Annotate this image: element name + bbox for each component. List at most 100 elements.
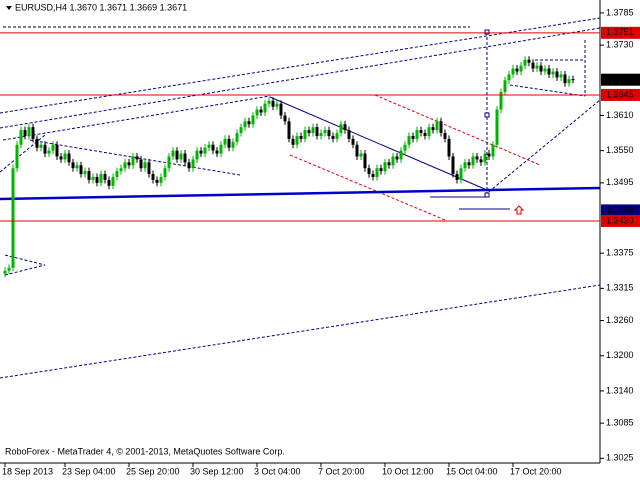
candle-body	[323, 130, 327, 134]
candle-body	[291, 138, 295, 145]
candle-body	[359, 153, 363, 157]
level-label: 1.3430	[606, 215, 634, 225]
x-tick-label: 10 Oct 12:00	[382, 466, 434, 476]
y-tick-label: 1.3375	[606, 248, 634, 258]
candle-body	[335, 133, 339, 139]
candle-body	[379, 168, 383, 172]
y-tick-label: 1.3140	[606, 385, 634, 395]
candle-body	[447, 138, 451, 157]
candle-body	[339, 124, 343, 134]
candle-body	[71, 162, 75, 169]
candle-body	[463, 162, 467, 169]
candle-body	[247, 121, 251, 125]
candle-body	[371, 174, 375, 177]
candle-body	[419, 130, 423, 134]
candle-body	[111, 176, 115, 186]
candle-body	[59, 156, 63, 160]
candle-body	[115, 171, 119, 177]
candle-body	[547, 68, 551, 75]
menu-triangle	[6, 6, 12, 10]
candle-body	[571, 79, 575, 81]
candle-body	[35, 138, 39, 148]
analysis-lines	[0, 17, 601, 379]
candle-body	[131, 156, 135, 166]
candle-body	[191, 159, 195, 169]
candle-body	[91, 176, 95, 180]
candle-body	[79, 165, 83, 175]
target-marker	[484, 112, 490, 118]
candle-body	[295, 135, 299, 145]
candle-body	[311, 127, 315, 134]
candle-body	[543, 68, 547, 72]
candle-body	[479, 159, 483, 163]
candle-body	[367, 168, 371, 175]
candle-body	[531, 62, 535, 69]
candle-body	[127, 162, 131, 166]
candle-body	[519, 65, 523, 72]
y-tick-label: 1.3610	[606, 110, 634, 120]
candle-body	[43, 144, 47, 154]
level-label: 1.3671	[606, 74, 634, 84]
candle-body	[151, 174, 155, 180]
y-tick-label: 1.3495	[606, 177, 634, 187]
candle-body	[415, 130, 419, 139]
candle-body	[431, 127, 435, 131]
candle-body	[39, 144, 43, 148]
target-marker	[484, 192, 490, 198]
candle-body	[207, 144, 211, 148]
candle-body	[331, 135, 335, 139]
candle-body	[135, 156, 139, 160]
trend-line	[29, 139, 241, 176]
candle-body	[187, 162, 191, 169]
candle-body	[63, 153, 67, 160]
x-tick-label: 3 Oct 04:00	[254, 466, 301, 476]
candle-body	[563, 74, 567, 84]
candle-body	[443, 133, 447, 139]
candle-body	[243, 121, 247, 128]
candle-body	[435, 121, 439, 131]
candle-body	[515, 68, 519, 72]
trend-line	[2, 95, 271, 141]
level-box	[601, 88, 640, 101]
candle-body	[255, 109, 259, 116]
trend-line	[4, 254, 46, 266]
level-box	[601, 214, 640, 227]
candle-body	[251, 115, 255, 125]
y-tick-label: 1.3730	[606, 40, 634, 50]
candle-body	[567, 79, 571, 84]
candle-body	[475, 156, 479, 160]
candle-body	[395, 156, 399, 160]
candle-body	[383, 162, 387, 172]
x-tick-label: 25 Sep 20:00	[126, 466, 180, 476]
candle-body	[239, 127, 243, 134]
y-tick-label: 1.3785	[606, 7, 634, 17]
y-tick-label: 1.3260	[606, 315, 634, 325]
candle-body	[195, 150, 199, 160]
candle-body	[403, 144, 407, 151]
arrow-icon	[513, 205, 525, 215]
level-box	[601, 73, 640, 86]
candle-body	[143, 162, 147, 169]
footer: RoboForex - MetaTrader 4, © 2001-2013, M…	[5, 446, 285, 456]
candle-body	[507, 74, 511, 81]
candle-body	[347, 130, 351, 139]
candle-body	[235, 133, 239, 142]
candle-body	[459, 168, 463, 180]
x-tick-label: 30 Sep 12:00	[190, 466, 244, 476]
support-line	[0, 186, 601, 201]
trend-line	[509, 84, 586, 97]
candle-body	[19, 130, 23, 145]
candle-body	[15, 144, 19, 169]
y-tick-label: 1.3085	[606, 418, 634, 428]
candle-body	[363, 153, 367, 169]
candle-body	[227, 138, 231, 148]
chart-title: EURUSD,H4 1.3670 1.3671 1.3669 1.3671	[15, 2, 187, 12]
candle-body	[259, 109, 263, 113]
candle-body	[523, 59, 527, 66]
candle-body	[455, 174, 459, 180]
candle-body	[67, 153, 71, 163]
x-tick-label: 18 Sep 2013	[2, 466, 53, 476]
candle-body	[203, 147, 207, 154]
trend-line	[0, 284, 601, 379]
candle-body	[275, 103, 279, 107]
